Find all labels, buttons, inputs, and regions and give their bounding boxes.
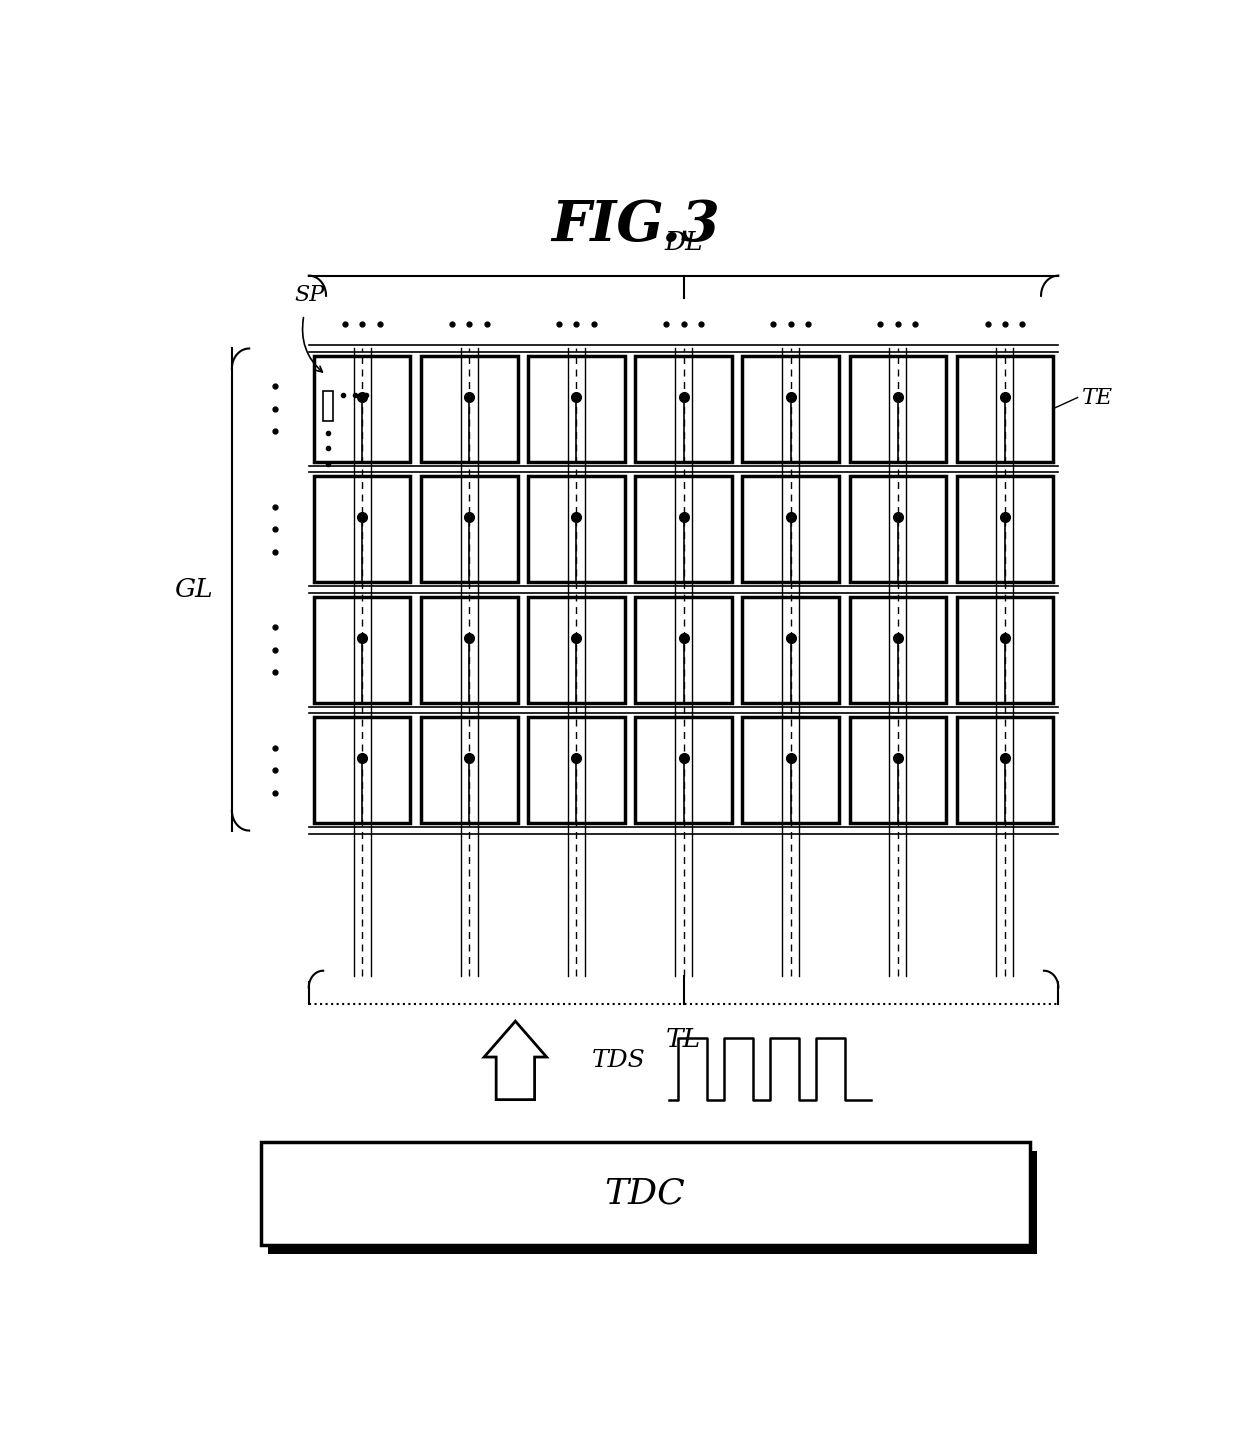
Bar <box>956 597 1053 703</box>
Bar <box>849 355 946 462</box>
Bar <box>528 355 625 462</box>
Bar <box>528 597 625 703</box>
Bar <box>528 718 625 823</box>
Text: TDC: TDC <box>605 1176 686 1211</box>
Bar <box>422 476 517 582</box>
Text: SP: SP <box>294 284 325 306</box>
Bar <box>635 718 732 823</box>
Text: DL: DL <box>665 230 703 255</box>
Bar <box>422 355 517 462</box>
Bar <box>528 476 625 582</box>
Bar <box>635 597 732 703</box>
Bar <box>422 718 517 823</box>
Bar <box>314 476 410 582</box>
Bar <box>635 476 732 582</box>
Bar <box>956 718 1053 823</box>
Bar <box>743 718 838 823</box>
Bar <box>314 355 410 462</box>
FancyArrow shape <box>484 1021 547 1099</box>
Bar <box>743 476 838 582</box>
Bar <box>635 355 732 462</box>
Text: FIG.3: FIG.3 <box>551 198 720 253</box>
Text: GL: GL <box>174 577 213 601</box>
Bar <box>743 597 838 703</box>
Bar <box>268 1152 1037 1255</box>
Bar <box>314 597 410 703</box>
Text: TL: TL <box>666 1026 701 1051</box>
Bar <box>322 392 334 421</box>
Bar <box>260 1143 1029 1245</box>
Bar <box>849 718 946 823</box>
Text: TE: TE <box>1083 386 1114 409</box>
Bar <box>956 476 1053 582</box>
Bar <box>422 597 517 703</box>
Bar <box>956 355 1053 462</box>
Bar <box>849 597 946 703</box>
Bar <box>743 355 838 462</box>
Bar <box>314 718 410 823</box>
Text: TDS: TDS <box>593 1048 646 1072</box>
Bar <box>849 476 946 582</box>
